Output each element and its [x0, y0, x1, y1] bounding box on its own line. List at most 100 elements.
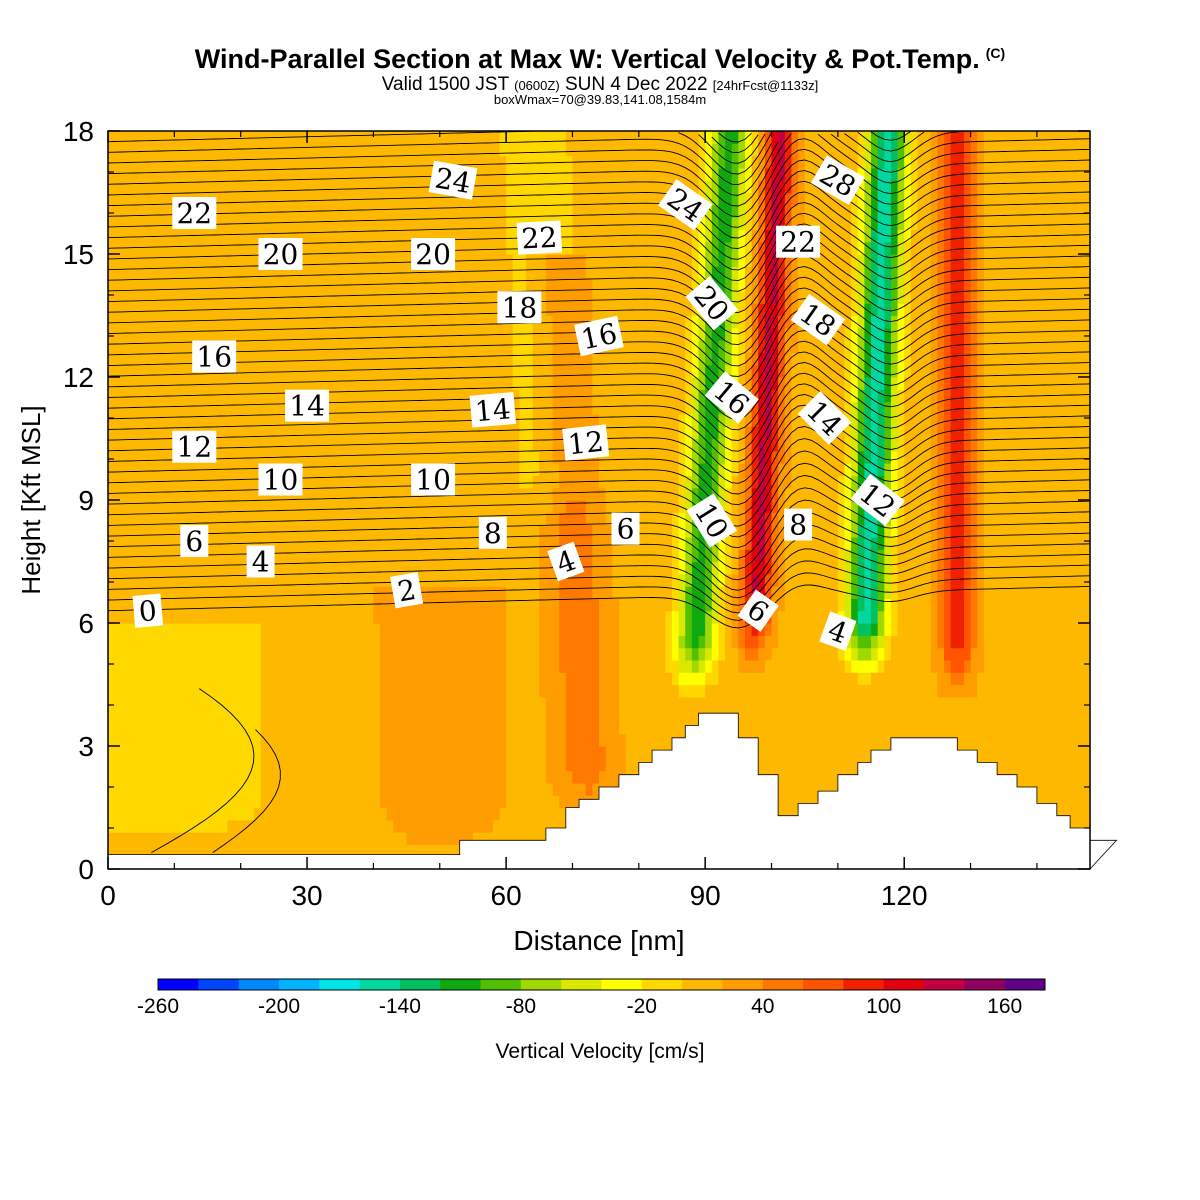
vv-cell	[313, 131, 321, 144]
vv-cell	[545, 254, 554, 267]
vv-cell	[247, 204, 255, 218]
vv-cell	[141, 672, 149, 686]
vv-cell	[134, 438, 142, 452]
vv-cell	[200, 746, 209, 759]
vv-cell	[127, 266, 136, 280]
vv-cell	[572, 672, 580, 686]
vv-cell	[479, 684, 487, 698]
vv-cell	[506, 241, 514, 255]
vv-cell	[167, 131, 175, 144]
vv-cell	[545, 721, 554, 735]
vv-cell	[353, 241, 361, 255]
vv-cell	[599, 463, 607, 476]
vv-cell	[220, 180, 229, 194]
vv-cell	[108, 746, 116, 759]
vv-cell	[439, 290, 447, 304]
vv-cell	[386, 770, 394, 784]
vv-cell	[326, 229, 335, 243]
vv-cell	[240, 672, 248, 686]
vv-cell	[632, 192, 640, 206]
vv-cell	[625, 192, 633, 206]
vv-cell	[333, 561, 341, 575]
vv-cell	[247, 746, 255, 759]
vv-cell	[114, 340, 122, 353]
vv-cell	[492, 143, 501, 157]
vv-cell	[280, 155, 288, 169]
vv-cell	[406, 315, 414, 329]
vv-cell	[247, 696, 255, 710]
vv-cell	[479, 377, 487, 390]
vv-cell	[632, 758, 640, 772]
vv-cell	[539, 819, 547, 833]
vv-cell	[559, 586, 567, 599]
vv-cell	[234, 192, 242, 206]
vv-cell	[479, 475, 487, 489]
vv-cell	[240, 721, 248, 735]
vv-cell	[200, 647, 209, 661]
vv-cell	[599, 770, 607, 784]
vv-cell	[114, 610, 122, 624]
vv-cell	[346, 500, 355, 513]
vv-cell	[340, 401, 348, 415]
vv-cell	[386, 254, 394, 267]
vv-cell	[559, 352, 567, 366]
vv-cell	[380, 377, 388, 390]
vv-cell	[605, 647, 613, 661]
vv-cell	[280, 340, 288, 353]
vv-cell	[645, 487, 653, 501]
vv-cell	[307, 303, 315, 317]
vv-cell	[632, 426, 640, 440]
vv-cell	[526, 795, 534, 809]
vv-cell	[632, 204, 640, 218]
vv-cell	[227, 389, 235, 403]
vv-cell	[472, 290, 481, 304]
vv-cell	[200, 229, 209, 243]
vv-cell	[519, 278, 527, 292]
vv-cell	[147, 167, 156, 181]
vv-cell	[280, 229, 288, 243]
vv-cell	[187, 500, 195, 513]
vv-cell	[599, 192, 607, 206]
vv-cell	[154, 167, 162, 181]
vv-cell	[293, 721, 302, 735]
vv-cell	[220, 819, 229, 833]
vv-cell	[393, 512, 401, 526]
vv-cell	[512, 426, 520, 440]
vv-cell	[532, 364, 540, 378]
vv-cell	[273, 143, 282, 157]
vv-cell	[346, 770, 355, 784]
vv-cell	[207, 598, 215, 612]
vv-cell	[486, 463, 494, 476]
vv-cell	[486, 340, 494, 353]
vv-cell	[234, 463, 242, 476]
vv-cell	[313, 536, 321, 550]
vv-cell	[360, 487, 368, 501]
vv-cell	[413, 746, 421, 759]
vv-cell	[273, 413, 282, 427]
vv-cell	[572, 217, 580, 230]
vv-cell	[399, 155, 408, 169]
vv-cell	[300, 647, 308, 661]
vv-cell	[234, 315, 242, 329]
vv-cell	[108, 155, 116, 169]
vv-cell	[200, 684, 209, 698]
vv-cell	[552, 598, 560, 612]
vv-cell	[399, 487, 408, 501]
vv-cell	[267, 180, 275, 194]
vv-cell	[393, 377, 401, 390]
vv-cell	[353, 758, 361, 772]
vv-cell	[592, 155, 600, 169]
vv-cell	[565, 217, 574, 230]
vv-cell	[373, 586, 381, 599]
vv-cell	[247, 192, 255, 206]
vv-cell	[433, 696, 441, 710]
vv-cell	[479, 709, 487, 722]
vv-cell	[499, 254, 507, 267]
vv-cell	[466, 524, 474, 538]
vv-cell	[154, 217, 162, 230]
vv-cell	[353, 844, 361, 858]
vv-cell	[380, 254, 388, 267]
vv-cell	[180, 659, 189, 673]
vv-cell	[253, 167, 262, 181]
vv-cell	[612, 746, 620, 759]
